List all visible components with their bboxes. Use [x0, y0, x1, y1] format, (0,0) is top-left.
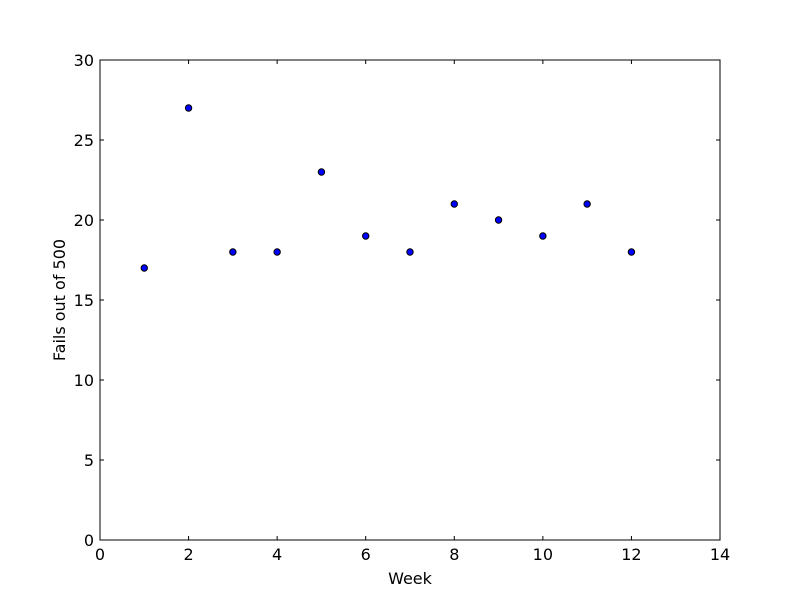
plot-frame: [99, 59, 721, 541]
data-point: [494, 216, 503, 224]
y-tick-label: 30: [74, 51, 94, 70]
x-tick-label: 14: [710, 545, 730, 564]
data-point: [406, 248, 414, 256]
data-point: [450, 200, 458, 208]
data-point: [362, 232, 370, 240]
tick-labels-layer: 0 2 4 6 8 10 12 14 0 5 10 15 20 25 30: [74, 51, 731, 564]
data-point: [627, 248, 636, 256]
x-tick-label: 8: [449, 545, 459, 564]
data-point: [317, 168, 326, 176]
data-point: [583, 200, 591, 208]
data-point: [539, 232, 547, 240]
x-tick-label: 6: [361, 545, 371, 564]
points-layer: [140, 104, 636, 272]
data-point: [273, 248, 281, 256]
y-tick-label: 25: [74, 131, 94, 150]
data-point: [184, 104, 193, 112]
x-tick-label: 12: [621, 545, 641, 564]
x-tick-label: 4: [272, 545, 282, 564]
x-tick-label: 2: [183, 545, 193, 564]
data-point: [229, 248, 237, 256]
y-tick-label: 20: [74, 211, 94, 230]
y-tick-label: 10: [74, 371, 94, 390]
y-tick-label: 15: [74, 291, 94, 310]
y-tick-label: 5: [84, 451, 94, 470]
data-point: [140, 264, 148, 272]
y-axis-label: Fails out of 500: [50, 239, 69, 361]
x-axis-label: Week: [388, 569, 433, 588]
x-tick-label: 10: [533, 545, 553, 564]
x-tick-label: 0: [95, 545, 105, 564]
y-tick-label: 0: [84, 531, 94, 550]
